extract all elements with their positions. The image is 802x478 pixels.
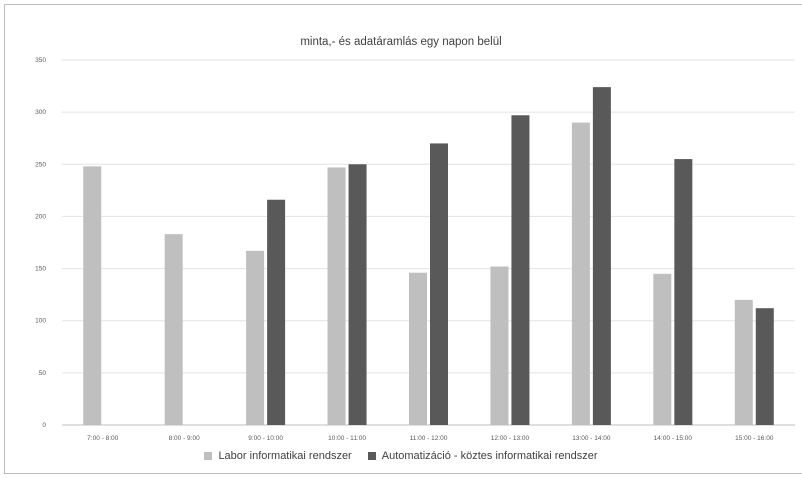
legend-label-labor: Labor informatikai rendszer bbox=[218, 450, 352, 462]
bar-labor bbox=[734, 299, 753, 425]
bar-automatizacio bbox=[267, 199, 286, 425]
x-tick-label: 7:00 - 8:00 bbox=[87, 435, 118, 442]
bar-labor bbox=[164, 234, 183, 425]
legend-label-automatizacio: Automatizáció - köztes informatikai rend… bbox=[381, 450, 598, 462]
y-tick-label: 0 bbox=[42, 422, 46, 429]
x-tick-label: 13:00 - 14:00 bbox=[572, 435, 611, 442]
bar-labor bbox=[571, 122, 590, 426]
x-tick-label: 14:00 - 15:00 bbox=[654, 435, 693, 442]
x-tick-label: 11:00 - 12:00 bbox=[410, 435, 448, 442]
legend-item-automatizacio: Automatizáció - köztes informatikai rend… bbox=[367, 450, 598, 462]
y-axis-tick-labels: 0 50 100 150 200 250 300 350 bbox=[35, 57, 46, 429]
x-tick-label: 8:00 - 9:00 bbox=[169, 435, 200, 442]
y-tick-label: 150 bbox=[35, 266, 46, 273]
bar-automatizacio bbox=[430, 143, 448, 425]
x-tick-label: 9:00 - 10:00 bbox=[248, 435, 283, 442]
bar-labor bbox=[246, 250, 265, 425]
legend-swatch-automatizacio bbox=[367, 452, 376, 460]
bar-labor bbox=[490, 266, 509, 425]
legend-swatch-labor bbox=[204, 452, 213, 460]
y-tick-label: 50 bbox=[39, 370, 47, 377]
x-axis-tick-labels: 7:00 - 8:00 8:00 - 9:00 9:00 - 10:00 10:00 … bbox=[87, 435, 774, 442]
y-tick-label: 100 bbox=[35, 318, 46, 325]
bar-automatizacio bbox=[348, 164, 367, 426]
chart-title: minta,- és adatáramlás egy napon belül bbox=[300, 36, 502, 48]
bar-automatizacio bbox=[755, 308, 774, 425]
y-tick-label: 200 bbox=[35, 213, 46, 220]
y-tick-label: 250 bbox=[35, 161, 46, 168]
legend: Labor informatikai rendszer Automatizáci… bbox=[0, 450, 802, 462]
bar-automatizacio bbox=[592, 87, 611, 425]
bar-automatizacio bbox=[511, 115, 530, 426]
bar-labor bbox=[409, 272, 427, 425]
bar-labor bbox=[653, 273, 672, 425]
y-tick-label: 350 bbox=[35, 57, 46, 64]
legend-item-labor: Labor informatikai rendszer bbox=[204, 450, 352, 462]
bars bbox=[83, 87, 774, 426]
gridlines bbox=[62, 59, 795, 426]
x-tick-label: 10:00 - 11:00 bbox=[328, 435, 366, 442]
x-tick-label: 12:00 - 13:00 bbox=[491, 435, 530, 442]
x-tick-label: 15:00 - 16:00 bbox=[735, 435, 774, 442]
bar-labor bbox=[327, 167, 346, 425]
chart-border bbox=[4, 4, 802, 474]
y-tick-label: 300 bbox=[35, 109, 46, 116]
bar-labor bbox=[83, 166, 102, 425]
bar-automatizacio bbox=[674, 159, 693, 426]
